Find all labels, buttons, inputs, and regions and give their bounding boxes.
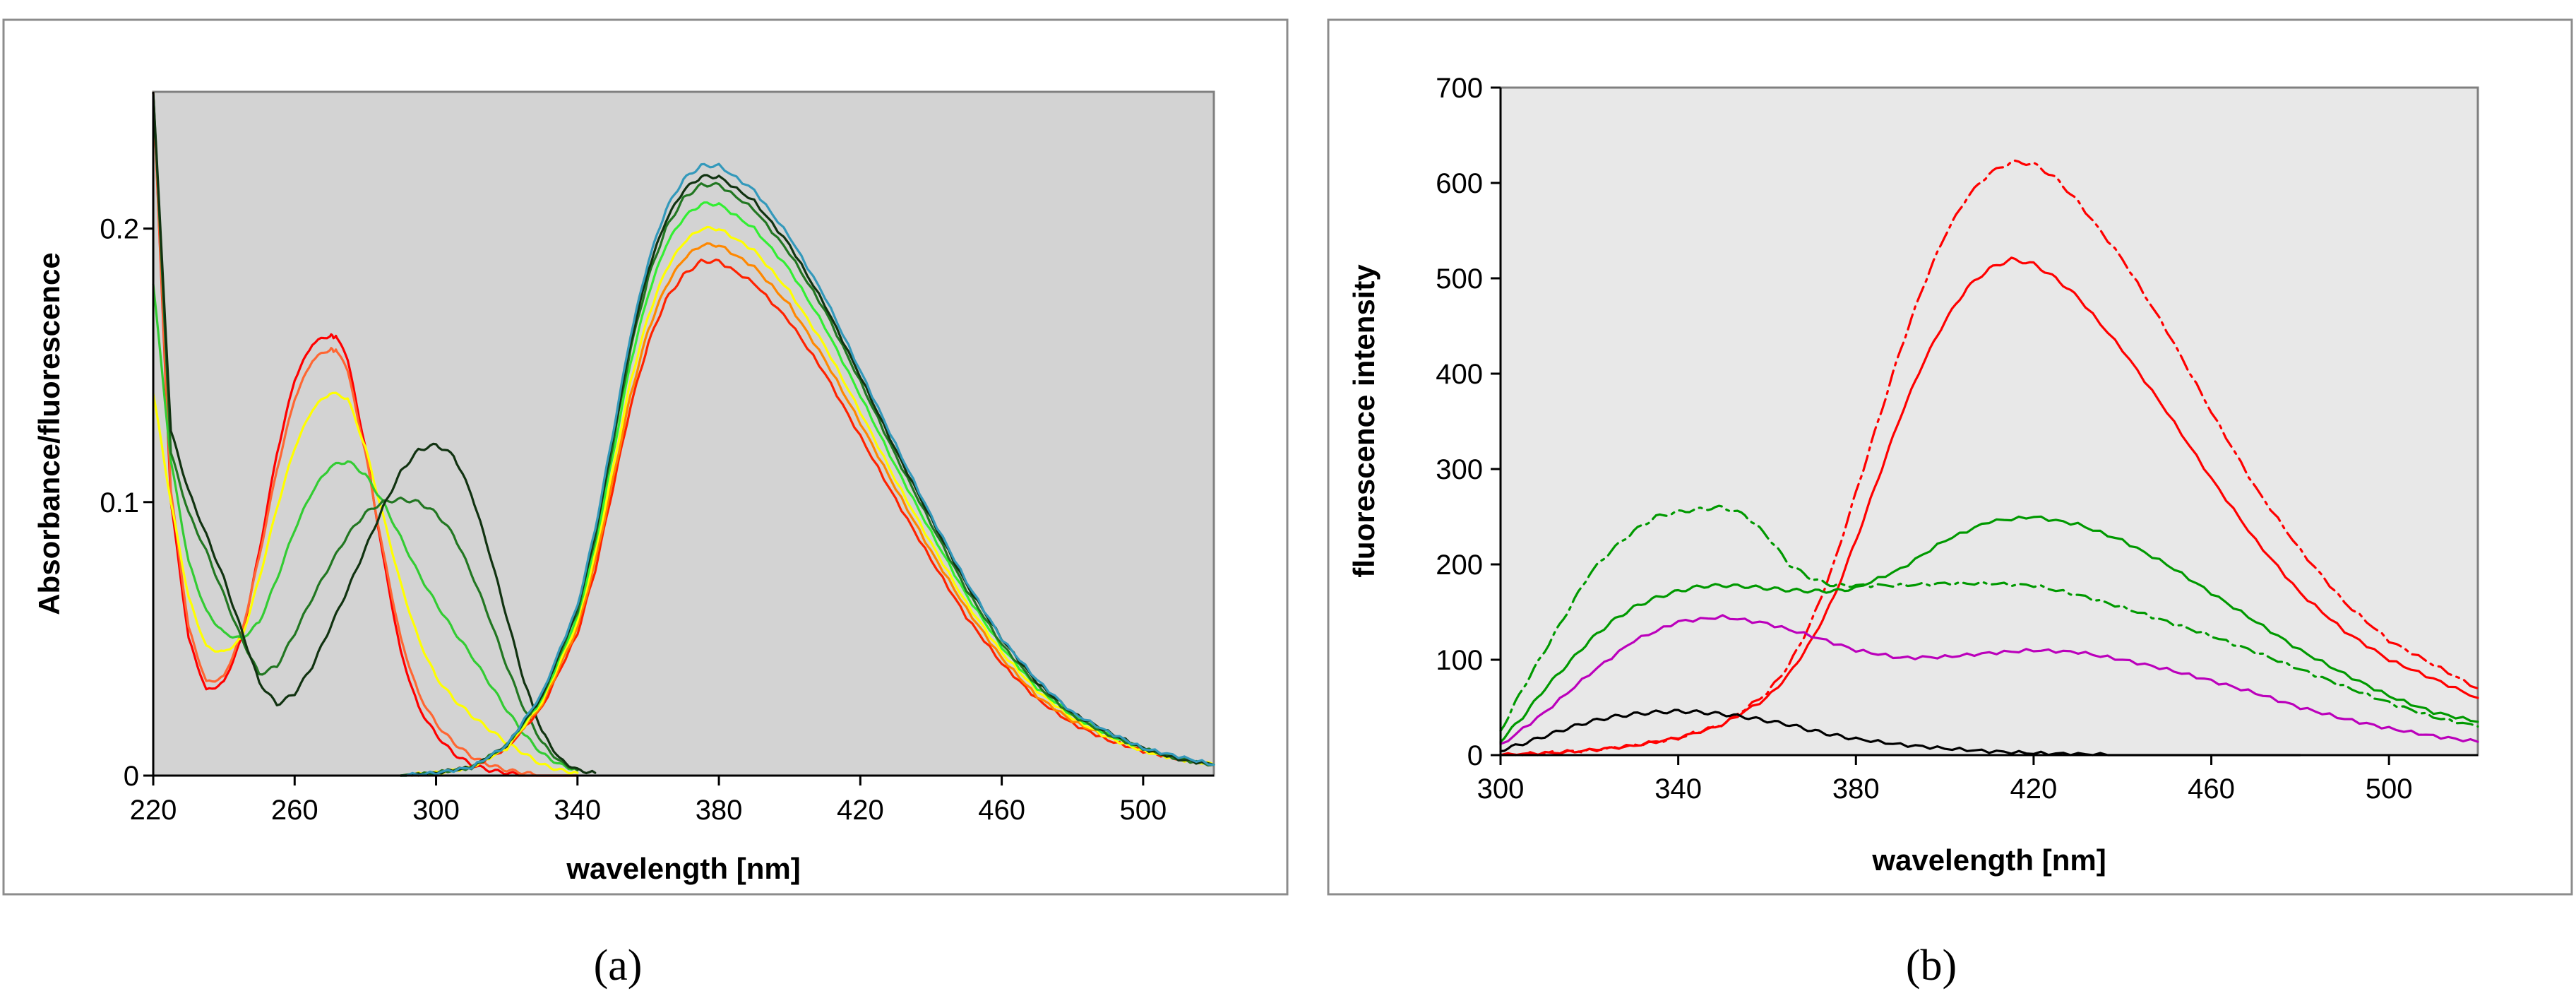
series-magenta — [1499, 614, 2479, 745]
chart-b-plot-area — [1499, 86, 2479, 757]
series-red-solid — [1499, 256, 2479, 757]
chart-a-y-tick-label: 0.1 — [100, 487, 139, 518]
series-absorbance-6 — [152, 91, 597, 775]
chart-b-x-tick-label: 500 — [2366, 773, 2413, 805]
chart-a-x-tick-label: 420 — [837, 795, 884, 826]
chart-a-x-tick-label: 500 — [1119, 795, 1167, 826]
chart-a-y-tick-label: 0.2 — [100, 214, 139, 245]
chart-panel-b: 300 340 380 420 460 500 0 100 200 300 400 500 600 700… — [1327, 18, 2573, 990]
series-green-solid — [1499, 515, 2479, 744]
chart-b-y-tick-label: 100 — [1436, 645, 1483, 676]
chart-a-x-tick-label: 460 — [978, 795, 1025, 826]
chart-b-y-tick-label: 200 — [1436, 550, 1483, 581]
chart-b-x-tick-label: 380 — [1832, 773, 1880, 805]
chart-b-x-axis-label: wavelength [nm] — [1871, 843, 2106, 877]
chart-a-plot-area — [152, 90, 1215, 777]
chart-a-x-axis-label: wavelength [nm] — [566, 852, 800, 885]
series-fluorescence-yellow — [399, 225, 1215, 777]
series-fluorescence-teal — [399, 162, 1215, 777]
chart-b-y-tick-label: 400 — [1436, 359, 1483, 390]
chart-b-y-axis-label: fluorescence intensity — [1347, 264, 1381, 578]
series-absorbance-1 — [152, 91, 579, 777]
chart-b-y-tick-label: 600 — [1436, 168, 1483, 199]
chart-b-y-tick-label: 700 — [1436, 73, 1483, 104]
chart-a-x-tick-label: 300 — [412, 795, 460, 826]
chart-b-y-tick-label: 0 — [1467, 740, 1483, 771]
series-red-dashed — [1499, 159, 2479, 757]
chart-a-x-tick-label: 260 — [271, 795, 318, 826]
chart-a-y-tick-label: 0 — [124, 761, 139, 792]
chart-a-y-axis-label: Absorbance/fluorescence — [32, 252, 66, 615]
series-absorbance-5 — [152, 91, 579, 771]
chart-b-y-tick-label: 300 — [1436, 454, 1483, 485]
series-fluorescence-orange — [399, 242, 1215, 777]
chart-b-x-tick-label: 460 — [2188, 773, 2235, 805]
chart-a-x-tick-label: 340 — [554, 795, 601, 826]
series-absorbance-2 — [152, 91, 579, 777]
chart-b-x-tick-label: 340 — [1654, 773, 1702, 805]
series-green-dashed — [1499, 504, 2479, 733]
series-absorbance-4 — [152, 283, 579, 771]
chart-a-panel-label: (a) — [594, 942, 643, 990]
chart-a-x-tick-label: 220 — [130, 795, 177, 826]
chart-b-y-tick-label: 500 — [1436, 263, 1483, 295]
chart-b-x-tick-label: 300 — [1477, 773, 1525, 805]
chart-b-x-tick-label: 420 — [2010, 773, 2058, 805]
chart-b-panel-label: (b) — [1906, 942, 1957, 990]
chart-a-x-tick-label: 380 — [696, 795, 743, 826]
chart-a-series-group — [152, 91, 1215, 777]
chart-panel-a: 220 260 300 340 380 420 460 500 0 0.1 0.2 waveleng… — [2, 18, 1289, 990]
